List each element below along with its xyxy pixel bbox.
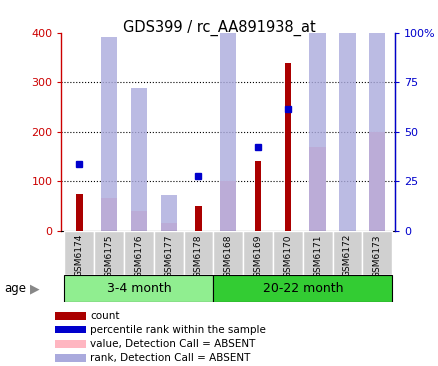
Text: GSM6169: GSM6169 <box>253 234 262 277</box>
Bar <box>131 211 147 231</box>
Text: GSM6176: GSM6176 <box>134 234 143 277</box>
Bar <box>124 231 153 274</box>
Bar <box>195 206 201 231</box>
Bar <box>55 340 85 348</box>
Bar <box>101 198 117 231</box>
Bar <box>272 231 302 274</box>
Text: GSM6170: GSM6170 <box>283 234 292 277</box>
Bar <box>284 63 290 231</box>
Text: ▶: ▶ <box>30 282 39 295</box>
Bar <box>131 88 147 231</box>
Text: percentile rank within the sample: percentile rank within the sample <box>90 325 265 335</box>
Text: 20-22 month: 20-22 month <box>262 282 342 295</box>
Bar <box>94 231 124 274</box>
Text: count: count <box>90 311 120 321</box>
Bar <box>368 0 385 231</box>
Bar <box>339 0 355 231</box>
Bar <box>332 231 361 274</box>
Bar <box>302 231 332 274</box>
Bar <box>183 231 213 274</box>
Bar <box>153 231 183 274</box>
Text: GSM6172: GSM6172 <box>342 234 351 277</box>
Bar <box>55 354 85 362</box>
Bar <box>160 195 177 231</box>
Bar <box>309 147 325 231</box>
Bar <box>219 181 236 231</box>
Text: GSM6177: GSM6177 <box>164 234 173 277</box>
Bar <box>101 37 117 231</box>
Text: GSM6174: GSM6174 <box>74 234 84 277</box>
Text: GDS399 / rc_AA891938_at: GDS399 / rc_AA891938_at <box>123 20 315 36</box>
Bar <box>309 0 325 231</box>
Bar <box>64 231 94 274</box>
Text: age: age <box>4 282 26 295</box>
Bar <box>361 231 391 274</box>
Bar <box>55 326 85 333</box>
Text: GSM6168: GSM6168 <box>223 234 232 277</box>
Bar <box>254 161 261 231</box>
Bar <box>64 274 213 302</box>
Bar <box>160 223 177 231</box>
Bar <box>219 0 236 231</box>
Text: GSM6173: GSM6173 <box>372 234 381 277</box>
Bar <box>213 274 391 302</box>
Text: GSM6175: GSM6175 <box>104 234 113 277</box>
Bar <box>55 313 85 320</box>
Text: 3-4 month: 3-4 month <box>106 282 171 295</box>
Bar <box>76 194 82 231</box>
Bar <box>213 231 243 274</box>
Bar <box>243 231 272 274</box>
Text: rank, Detection Call = ABSENT: rank, Detection Call = ABSENT <box>90 353 250 363</box>
Text: GSM6178: GSM6178 <box>194 234 202 277</box>
Text: value, Detection Call = ABSENT: value, Detection Call = ABSENT <box>90 339 255 349</box>
Bar <box>368 132 385 231</box>
Text: GSM6171: GSM6171 <box>312 234 321 277</box>
